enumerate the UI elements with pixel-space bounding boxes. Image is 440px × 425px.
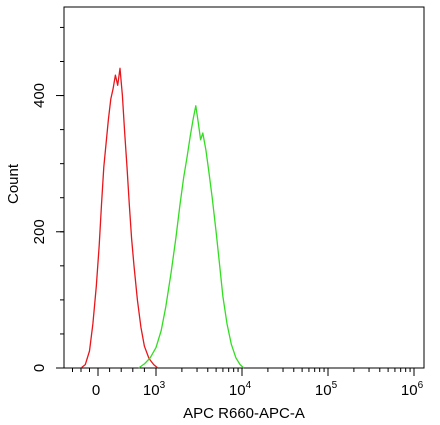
x-tick-label: 104	[229, 380, 252, 399]
y-tick-label: 0	[31, 364, 48, 372]
x-axis-ticks: 0 103 104 105 106	[72, 368, 424, 399]
y-tick-label: 200	[31, 219, 48, 244]
plot-area	[63, 6, 425, 369]
x-tick-label: 106	[401, 380, 424, 399]
y-tick-label: 400	[31, 83, 48, 108]
series-2-line	[138, 105, 245, 369]
x-tick-label: 105	[315, 380, 338, 399]
series-1-line	[80, 67, 159, 369]
x-tick-label: 103	[143, 380, 166, 399]
y-axis-ticks: 0 200 400	[31, 26, 64, 372]
y-axis-title: Count	[5, 163, 22, 204]
series-layer	[80, 67, 245, 369]
x-tick-label: 0	[92, 382, 100, 399]
x-axis-title: APC R660-APC-A	[183, 405, 305, 422]
